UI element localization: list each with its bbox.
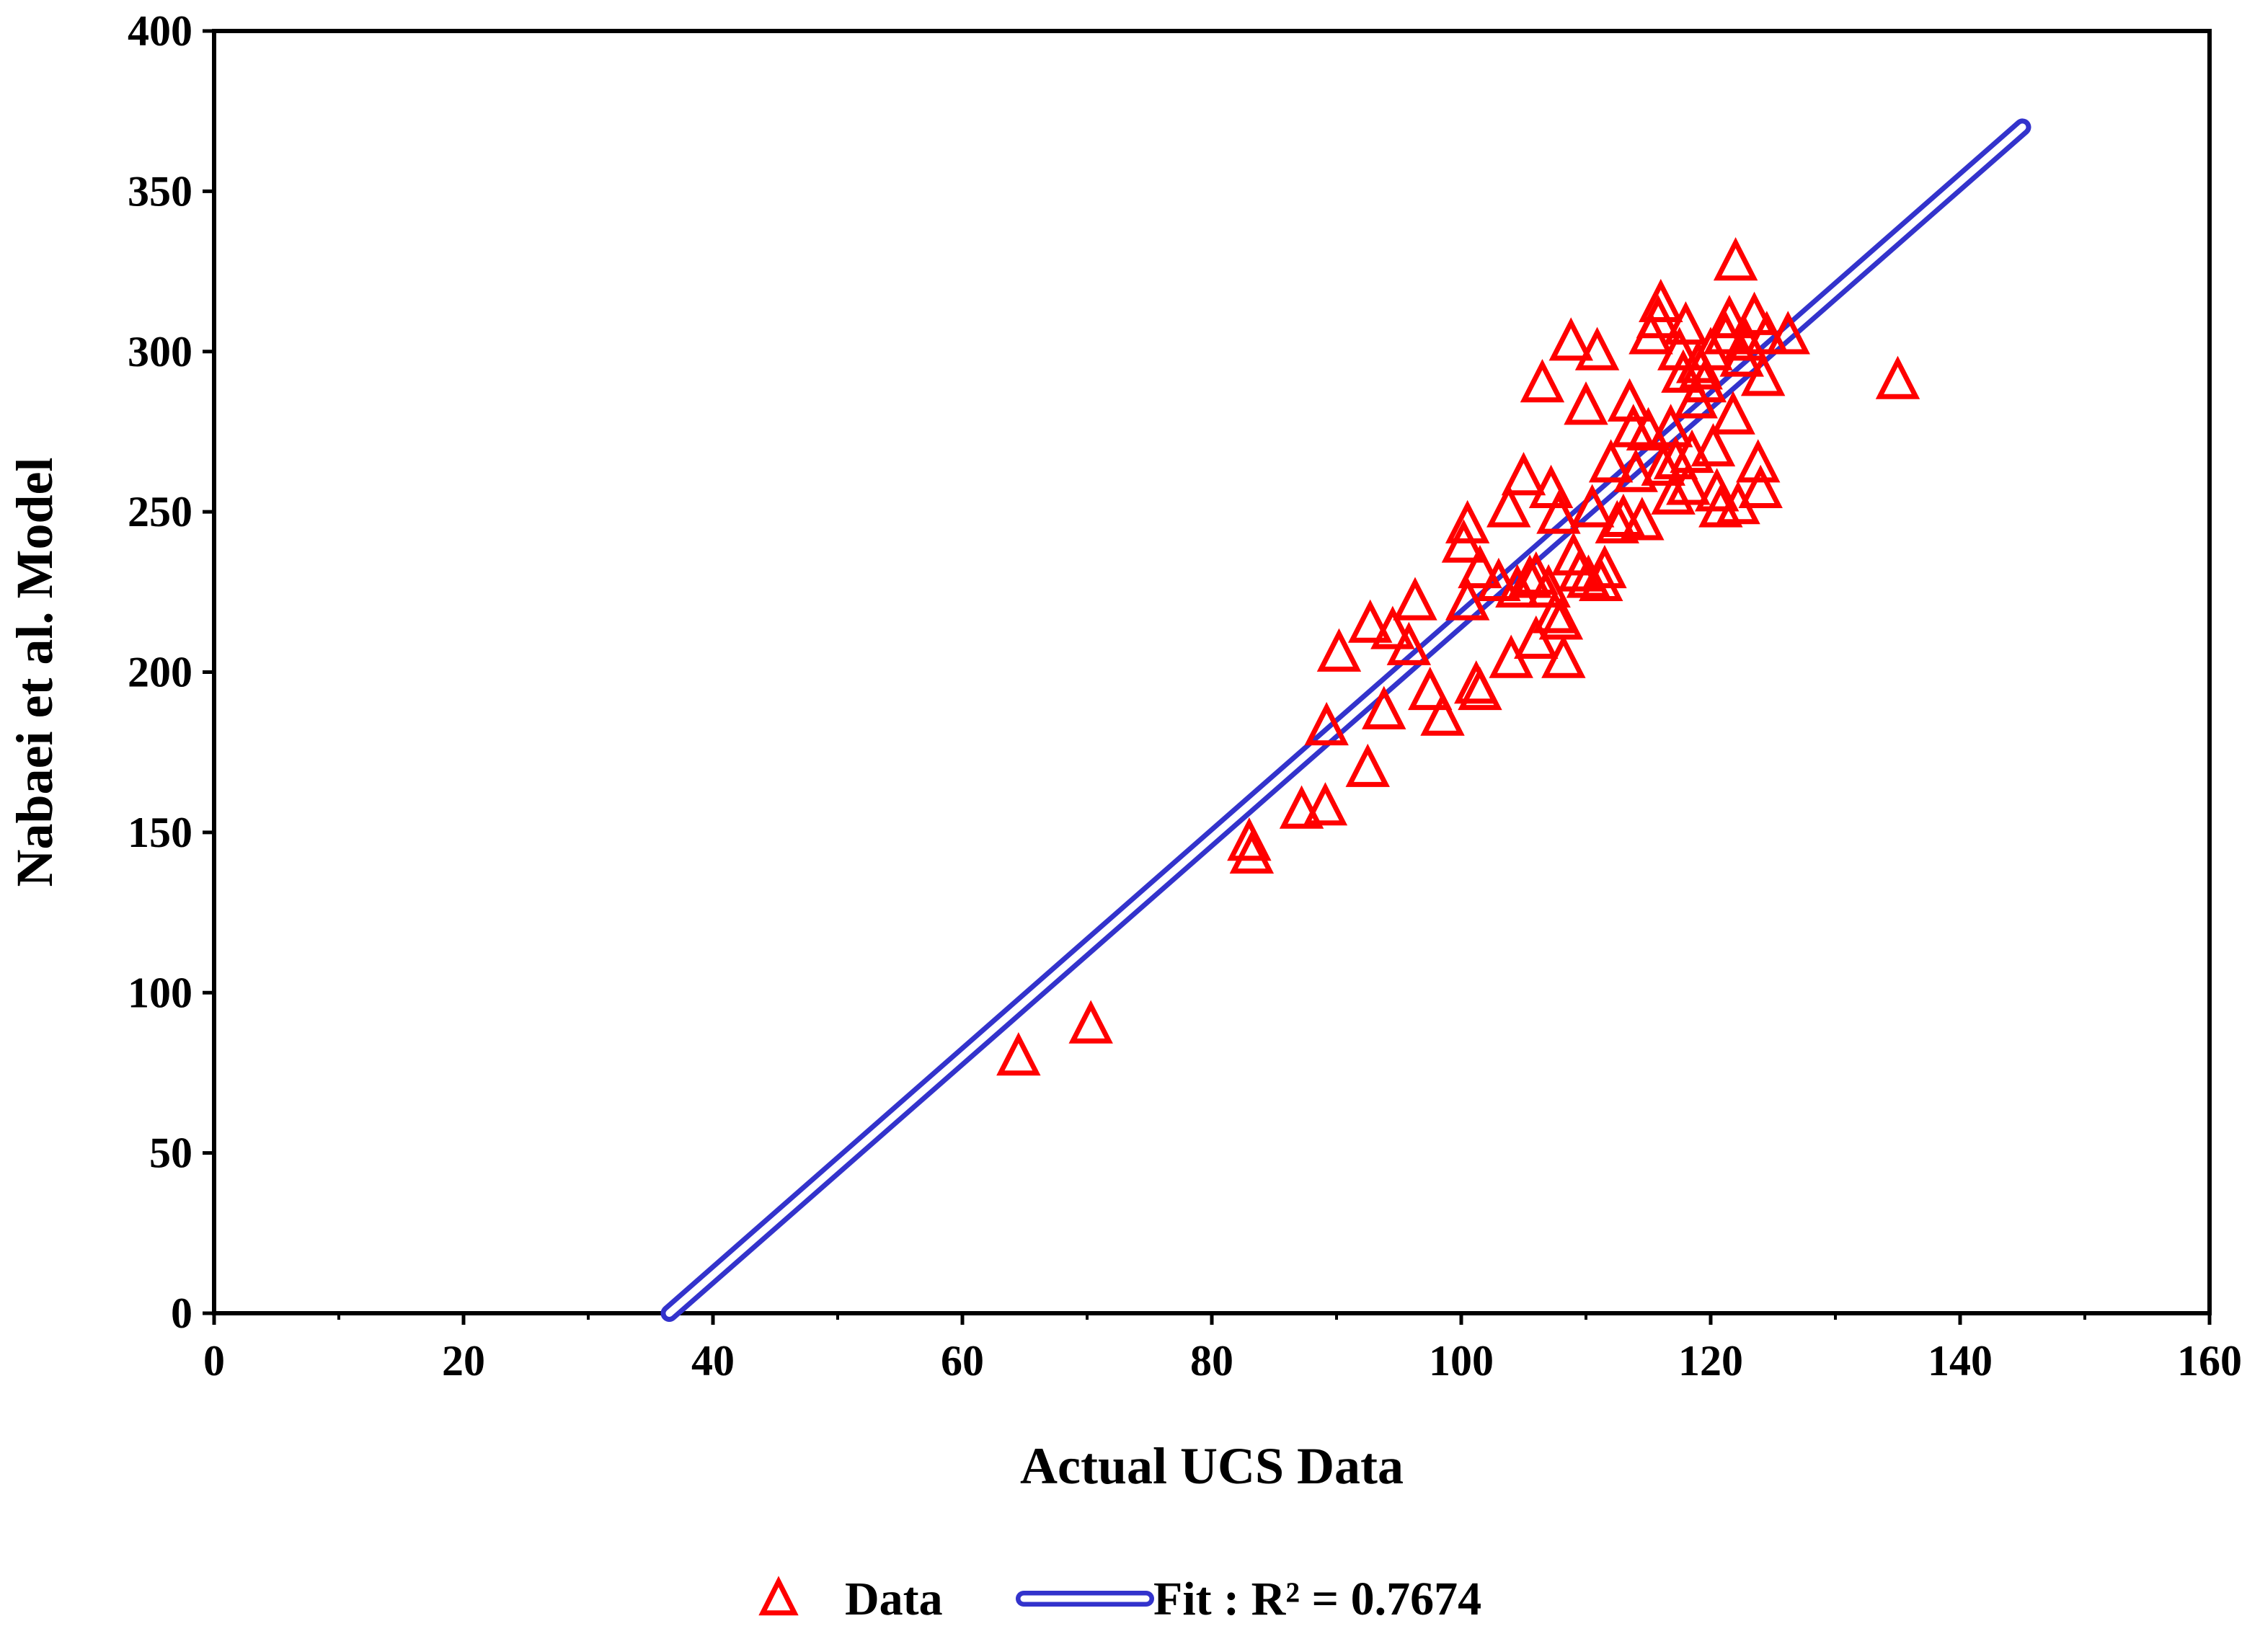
- data-point: [1386, 621, 1432, 665]
- data-point: [1538, 596, 1584, 640]
- data-point: [1303, 782, 1348, 826]
- data-point: [1229, 830, 1275, 874]
- x-tick-label: 80: [1190, 1337, 1233, 1385]
- data-point: [1666, 461, 1711, 505]
- y-axis-title: Nabaei et al. Model: [6, 458, 63, 887]
- data-point: [1520, 359, 1565, 403]
- y-tick-label: 250: [128, 488, 192, 536]
- data-point: [1639, 278, 1683, 323]
- x-tick-label: 160: [2177, 1337, 2242, 1385]
- data-point: [1713, 237, 1758, 281]
- data-point: [1445, 499, 1490, 543]
- data-point: [1345, 743, 1390, 787]
- data-point: [1347, 599, 1393, 643]
- data-point: [1501, 452, 1546, 496]
- data-point: [1574, 327, 1620, 370]
- fit-line-group: [660, 118, 2031, 1322]
- legend: Data Fit : R² = 0.7674: [758, 1573, 1481, 1625]
- data-point: [1569, 484, 1615, 528]
- y-tick-label: 350: [128, 167, 192, 215]
- data-point: [1566, 554, 1611, 598]
- data-point: [1408, 666, 1453, 711]
- y-tick-label: 200: [128, 649, 192, 696]
- data-point: [1536, 490, 1581, 534]
- data-point: [1486, 484, 1531, 528]
- axes: 0 20 40 60 80 100 120 140 160 0 50 100 150 200 250 300 3…: [128, 7, 2242, 1385]
- x-tick-label: 60: [941, 1337, 984, 1385]
- legend-data-marker: [758, 1576, 799, 1616]
- x-tick-label: 140: [1928, 1337, 1993, 1385]
- data-point: [1316, 628, 1362, 672]
- y-tick-label: 100: [128, 969, 192, 1016]
- data-points: [996, 237, 1920, 1076]
- data-point: [1595, 499, 1639, 543]
- data-point: [1740, 352, 1786, 396]
- data-point: [1690, 422, 1736, 467]
- data-point: [1507, 554, 1552, 598]
- x-tick-label: 120: [1678, 1337, 1743, 1385]
- data-point: [1420, 692, 1465, 736]
- data-point: [1068, 1000, 1113, 1044]
- x-tick-label: 20: [442, 1337, 485, 1385]
- data-point: [1533, 590, 1577, 634]
- data-point: [1279, 785, 1324, 829]
- data-point: [1707, 295, 1752, 339]
- data-point: [1694, 468, 1740, 512]
- y-tick-label: 0: [171, 1289, 192, 1337]
- data-point: [1620, 497, 1665, 541]
- x-axis-title: Actual UCS Data: [1020, 1437, 1404, 1495]
- y-tick-label: 300: [128, 328, 192, 376]
- data-point: [1304, 701, 1349, 746]
- data-point: [996, 1031, 1041, 1076]
- y-tick-label: 150: [128, 809, 192, 856]
- data-point: [1227, 817, 1272, 861]
- fit-line-inner: [665, 123, 2026, 1317]
- data-point: [1641, 442, 1685, 486]
- data-point: [1557, 548, 1603, 592]
- data-point: [1582, 544, 1627, 589]
- data-point: [1613, 448, 1658, 492]
- data-point: [1682, 359, 1727, 403]
- data-point: [1765, 311, 1810, 355]
- data-point: [1738, 464, 1783, 508]
- data-point: [1370, 605, 1415, 649]
- x-tick-label: 100: [1429, 1337, 1494, 1385]
- x-tick-label: 40: [691, 1337, 735, 1385]
- data-point: [1745, 311, 1789, 355]
- y-tick-label: 400: [128, 7, 192, 55]
- data-point: [1663, 301, 1709, 345]
- data-point: [1393, 577, 1437, 621]
- data-point: [1476, 557, 1521, 601]
- legend-data-label: Data: [845, 1573, 943, 1625]
- data-point: [1564, 381, 1608, 425]
- y-tick-label: 50: [149, 1129, 192, 1177]
- data-point: [1648, 404, 1693, 448]
- data-point: [1445, 577, 1490, 621]
- data-point: [1875, 355, 1920, 399]
- data-point: [1711, 391, 1755, 435]
- x-tick-label: 0: [203, 1337, 225, 1385]
- legend-fit-label: Fit : R² = 0.7674: [1153, 1573, 1481, 1625]
- data-point: [1458, 666, 1502, 711]
- data-point: [1732, 291, 1777, 335]
- data-point: [1495, 564, 1540, 608]
- data-point: [1458, 544, 1502, 589]
- data-point: [1653, 435, 1698, 479]
- data-point: [1548, 317, 1593, 361]
- data-point: [1362, 685, 1406, 729]
- data-point: [1588, 439, 1634, 483]
- data-point: [1651, 471, 1696, 515]
- data-point: [1541, 634, 1586, 678]
